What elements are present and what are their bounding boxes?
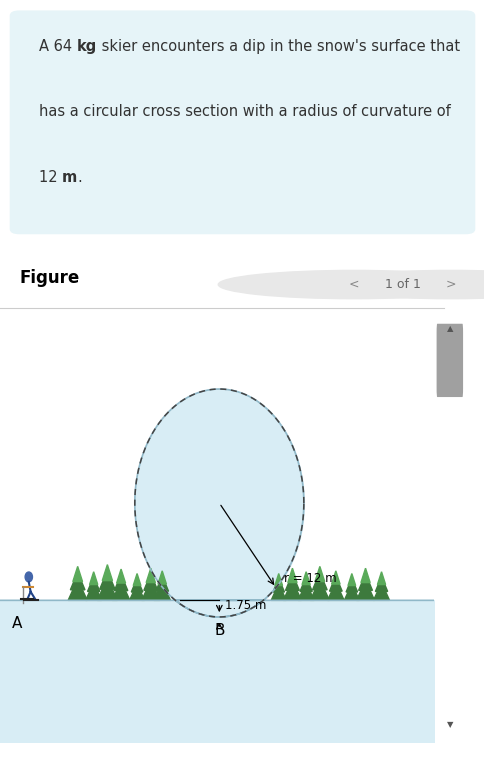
Polygon shape [358,573,372,591]
Polygon shape [153,582,170,601]
Text: ▲: ▲ [446,324,452,333]
Text: 1.75 m: 1.75 m [225,599,266,612]
Polygon shape [86,583,102,601]
Polygon shape [97,578,117,601]
Polygon shape [131,578,143,592]
Polygon shape [73,566,82,582]
Text: A 64: A 64 [39,40,76,54]
Polygon shape [129,584,144,601]
Polygon shape [271,584,286,601]
Polygon shape [90,572,98,584]
Circle shape [25,572,32,582]
Polygon shape [346,578,357,592]
Text: <: < [348,278,359,291]
Text: A: A [12,616,22,631]
FancyBboxPatch shape [10,10,474,235]
Text: has a circular cross section with a radius of curvature of: has a circular cross section with a radi… [39,104,450,120]
Polygon shape [87,577,100,591]
Polygon shape [344,584,359,601]
Polygon shape [356,580,374,601]
Polygon shape [68,580,87,601]
Polygon shape [298,583,314,601]
Polygon shape [310,580,329,601]
Polygon shape [283,580,301,601]
Polygon shape [100,571,115,589]
Circle shape [218,270,484,298]
Text: 1 of 1: 1 of 1 [384,278,420,291]
Text: Figure: Figure [19,269,79,287]
Text: .: . [77,169,82,184]
Text: kg: kg [76,40,97,54]
Text: 12: 12 [39,169,62,184]
Polygon shape [116,569,125,583]
Text: m: m [62,169,77,184]
Circle shape [315,270,484,298]
Polygon shape [146,568,155,583]
Polygon shape [302,572,310,584]
Polygon shape [375,577,387,591]
Polygon shape [272,578,284,592]
Polygon shape [312,572,327,590]
Polygon shape [141,580,160,601]
FancyBboxPatch shape [436,324,462,397]
Polygon shape [70,572,85,590]
Polygon shape [158,571,166,584]
Polygon shape [133,573,141,586]
Polygon shape [155,576,168,591]
Polygon shape [331,571,339,584]
Polygon shape [274,573,282,586]
Polygon shape [114,574,128,591]
Polygon shape [285,573,299,591]
Text: ▼: ▼ [446,720,452,729]
Polygon shape [102,565,112,580]
Polygon shape [314,566,324,582]
Polygon shape [377,572,385,584]
Polygon shape [300,577,312,591]
Polygon shape [329,576,342,591]
Polygon shape [373,583,389,601]
Polygon shape [112,581,130,601]
Text: >: > [445,278,455,291]
Text: r = 12 m: r = 12 m [284,572,336,585]
Polygon shape [348,573,355,586]
Polygon shape [144,573,157,591]
Polygon shape [287,568,296,583]
Text: B: B [213,623,224,638]
Polygon shape [327,582,344,601]
Polygon shape [360,568,369,583]
Text: skier encounters a dip in the snow's surface that: skier encounters a dip in the snow's sur… [97,40,459,54]
